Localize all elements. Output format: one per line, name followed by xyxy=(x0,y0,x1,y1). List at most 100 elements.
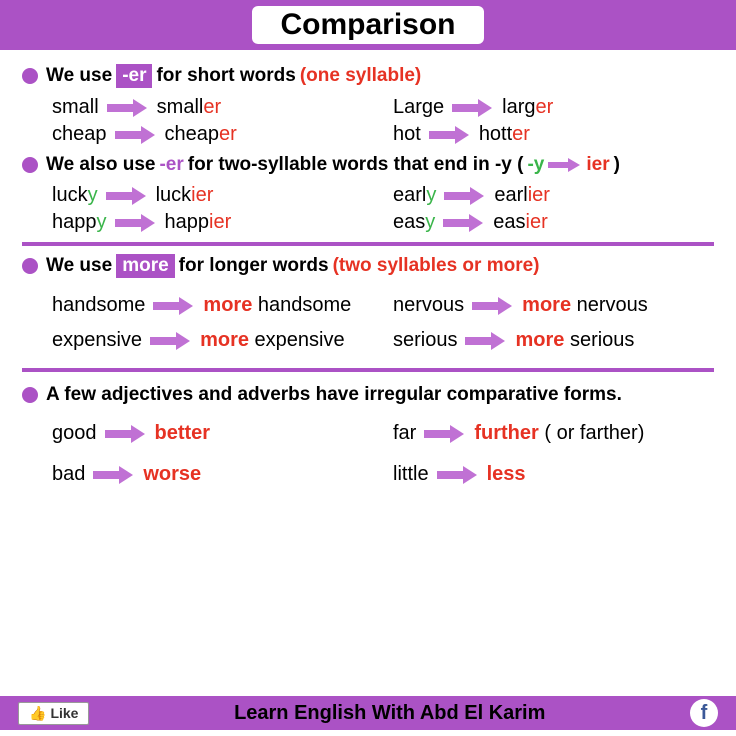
examples-3: handsome more handsome nervous more nervou… xyxy=(52,294,714,352)
word-to: more expensive xyxy=(200,329,345,352)
word-from: Large xyxy=(393,96,444,119)
rule-part: We use xyxy=(46,65,112,87)
footer-bar: 👍 Like Learn English With Abd El Karim f xyxy=(0,696,736,730)
rule-part: We also use xyxy=(46,154,155,176)
word-to: less xyxy=(487,463,526,486)
example-item: little less xyxy=(393,463,714,486)
highlight-more: more xyxy=(116,254,174,278)
example-item: small smaller xyxy=(52,96,373,119)
example-item: hot hotter xyxy=(393,123,714,146)
arrow-icon xyxy=(115,127,157,143)
rule-part: We use xyxy=(46,255,112,277)
highlight-er: -er xyxy=(116,64,152,88)
rule-y: -y xyxy=(527,154,544,176)
rule-2-text: We also use -er for two-syllable words t… xyxy=(46,154,620,176)
word-to: easier xyxy=(493,211,547,234)
word-to: more handsome xyxy=(203,294,351,317)
word-to: better xyxy=(155,422,211,445)
rule-suffix: -er xyxy=(159,154,183,176)
divider xyxy=(22,368,714,372)
example-item: nervous more nervous xyxy=(393,294,714,317)
example-item: lucky luckier xyxy=(52,184,373,207)
arrow-icon xyxy=(548,158,582,172)
like-button[interactable]: 👍 Like xyxy=(18,702,89,725)
rule-4-text: A few adjectives and adverbs have irregu… xyxy=(46,384,622,406)
word-from: little xyxy=(393,463,429,486)
word-to: more serious xyxy=(515,329,634,352)
word-from: cheap xyxy=(52,123,107,146)
content: We use -er for short words (one syllable… xyxy=(0,50,736,486)
word-from: handsome xyxy=(52,294,145,317)
arrow-icon xyxy=(153,298,195,314)
word-from: expensive xyxy=(52,329,142,352)
arrow-icon xyxy=(106,188,148,204)
rule-part: for short words xyxy=(156,65,295,87)
arrow-icon xyxy=(465,333,507,349)
arrow-icon xyxy=(424,426,466,442)
rule-end: ) xyxy=(614,154,620,176)
page-title: Comparison xyxy=(280,8,455,41)
example-item: easy easier xyxy=(393,211,714,234)
word-from: lucky xyxy=(52,184,98,207)
example-item: serious more serious xyxy=(393,329,714,352)
title-box: Comparison xyxy=(252,6,483,44)
rule-3: We use more for longer words (two syllab… xyxy=(22,254,714,278)
word-from: serious xyxy=(393,329,457,352)
word-to: worse xyxy=(143,463,201,486)
word-to: larger xyxy=(502,96,553,119)
example-item: expensive more expensive xyxy=(52,329,373,352)
word-to: smaller xyxy=(157,96,221,119)
word-to: cheaper xyxy=(165,123,237,146)
word-to: luckier xyxy=(156,184,214,207)
arrow-icon xyxy=(150,333,192,349)
divider xyxy=(22,242,714,246)
word-from: happy xyxy=(52,211,107,234)
arrow-icon xyxy=(429,127,471,143)
word-from: small xyxy=(52,96,99,119)
examples-2: lucky luckier early earlier happy happier e… xyxy=(52,184,714,234)
word-to: happier xyxy=(165,211,232,234)
facebook-icon[interactable]: f xyxy=(690,699,718,727)
arrow-icon xyxy=(107,100,149,116)
word-from: hot xyxy=(393,123,421,146)
word-to: earlier xyxy=(494,184,550,207)
rule-1-text: We use -er for short words (one syllable… xyxy=(46,64,421,88)
bullet-icon xyxy=(22,387,38,403)
word-from: early xyxy=(393,184,436,207)
rule-3-text: We use more for longer words (two syllab… xyxy=(46,254,540,278)
rule-part: for longer words xyxy=(179,255,329,277)
examples-4: goodbetter far further ( or farther) bad w… xyxy=(52,422,714,486)
rule-2: We also use -er for two-syllable words t… xyxy=(22,154,714,176)
bullet-icon xyxy=(22,157,38,173)
word-to: hotter xyxy=(479,123,530,146)
example-item: Large larger xyxy=(393,96,714,119)
thumb-icon: 👍 xyxy=(29,705,46,722)
example-item: goodbetter xyxy=(52,422,373,445)
arrow-icon xyxy=(105,426,147,442)
example-item: far further ( or farther) xyxy=(393,422,714,445)
word-from: bad xyxy=(52,463,85,486)
example-item: handsome more handsome xyxy=(52,294,373,317)
header-bar: Comparison xyxy=(0,0,736,50)
arrow-icon xyxy=(472,298,514,314)
rule-4: A few adjectives and adverbs have irregu… xyxy=(22,384,714,406)
example-item: early earlier xyxy=(393,184,714,207)
arrow-icon xyxy=(93,467,135,483)
like-label: Like xyxy=(50,705,78,721)
rule-part: for two-syllable words that end in -y ( xyxy=(188,154,524,176)
arrow-icon xyxy=(115,215,157,231)
arrow-icon xyxy=(444,188,486,204)
example-item: happy happier xyxy=(52,211,373,234)
rule-note: (one syllable) xyxy=(300,65,421,87)
word-from: far xyxy=(393,422,416,445)
rule-ier: ier xyxy=(586,154,609,176)
examples-1: small smaller Large larger cheap cheaper ho… xyxy=(52,96,714,146)
word-to: further ( or farther) xyxy=(474,422,644,445)
word-from: easy xyxy=(393,211,435,234)
bullet-icon xyxy=(22,258,38,274)
example-item: cheap cheaper xyxy=(52,123,373,146)
example-item: bad worse xyxy=(52,463,373,486)
word-from: nervous xyxy=(393,294,464,317)
word-to: more nervous xyxy=(522,294,648,317)
arrow-icon xyxy=(452,100,494,116)
